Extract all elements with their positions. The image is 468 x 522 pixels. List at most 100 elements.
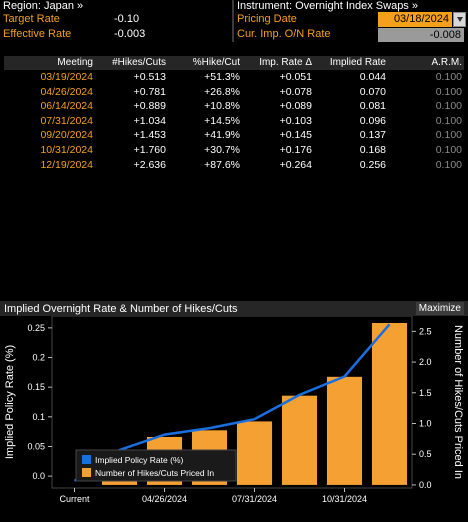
cur-imp-rate-field: -0.008 xyxy=(378,28,464,42)
bar xyxy=(281,395,318,485)
bar xyxy=(326,376,363,485)
cell-arm: 0.100 xyxy=(435,158,462,171)
y-tick-label-left: 0.15 xyxy=(27,382,45,392)
legend-label-rate: Implied Policy Rate (%) xyxy=(95,455,184,465)
cell-arm: 0.100 xyxy=(435,100,462,113)
table-row[interactable]: 06/14/2024 +0.889 +10.8% +0.089 0.081 0.100 xyxy=(4,99,464,114)
cell-pct-hike-cut: +10.8% xyxy=(204,100,240,113)
chart-title: Implied Overnight Rate & Number of Hikes… xyxy=(4,303,238,315)
cell-hikes-cuts: +0.889 xyxy=(133,100,166,113)
cell-meeting: 12/19/2024 xyxy=(40,158,93,171)
x-tick-label: 04/26/2024 xyxy=(142,494,187,504)
x-tick-label: Current xyxy=(59,494,90,504)
cell-implied-rate: 0.256 xyxy=(359,158,386,171)
table-row[interactable]: 07/31/2024 +1.034 +14.5% +0.103 0.096 0.100 xyxy=(4,114,464,129)
cell-imp-rate-delta: +0.089 xyxy=(279,100,312,113)
x-tick-label: 07/31/2024 xyxy=(232,494,277,504)
cell-meeting: 09/20/2024 xyxy=(40,129,93,142)
cell-implied-rate: 0.096 xyxy=(359,114,386,127)
cell-implied-rate: 0.137 xyxy=(359,129,386,142)
cell-arm: 0.100 xyxy=(435,71,462,83)
target-rate-label: Target Rate xyxy=(3,13,60,25)
table-header: Meeting #Hikes/Cuts %Hike/Cut Imp. Rate … xyxy=(4,56,464,70)
cell-meeting: 03/19/2024 xyxy=(40,71,93,83)
x-tick-label: 10/31/2024 xyxy=(322,494,367,504)
cell-hikes-cuts: +1.760 xyxy=(133,143,166,156)
cell-hikes-cuts: +0.513 xyxy=(133,71,166,83)
bar xyxy=(236,421,273,485)
col-pct-hike-cut[interactable]: %Hike/Cut xyxy=(192,57,240,68)
cell-pct-hike-cut: +87.6% xyxy=(204,158,240,171)
legend-label-hikes: Number of Hikes/Cuts Priced In xyxy=(95,468,214,478)
table-body: 03/19/2024 +0.513 +51.3% +0.051 0.044 0.100 04… xyxy=(4,70,464,172)
cell-meeting: 04/26/2024 xyxy=(40,85,93,98)
instrument-selector[interactable]: Instrument: Overnight Index Swaps » xyxy=(237,0,418,12)
cell-arm: 0.100 xyxy=(435,85,462,98)
y-axis-title-right: Number of Hikes/Cuts Priced In xyxy=(452,325,464,479)
cell-hikes-cuts: +2.636 xyxy=(133,158,166,171)
legend-swatch-hikes xyxy=(82,468,91,477)
implied-rate-line xyxy=(73,323,391,482)
y-tick-label-right: 0.0 xyxy=(419,480,432,490)
cell-imp-rate-delta: +0.103 xyxy=(279,114,312,127)
y-tick-label-left: 0.05 xyxy=(27,441,45,451)
table-row[interactable]: 09/20/2024 +1.453 +41.9% +0.145 0.137 0.100 xyxy=(4,128,464,143)
calendar-dropdown-icon[interactable] xyxy=(453,12,466,27)
y-tick-label-left: 0.2 xyxy=(32,353,45,363)
cell-arm: 0.100 xyxy=(435,114,462,127)
y-tick-label-left: 0.25 xyxy=(27,323,45,333)
legend-swatch-rate xyxy=(82,455,91,464)
col-arm[interactable]: A.R.M. xyxy=(431,57,462,68)
cell-pct-hike-cut: +30.7% xyxy=(204,143,240,156)
header-left-panel: Region: Japan » Target Rate -0.10 Effect… xyxy=(0,0,232,42)
implied-rate-chart: 0.25 0.2 0.15 0.1 0.05 0.0 2.5 2.0 1.5 1.0 0.5 0.0 C… xyxy=(4,316,464,504)
y-tick-label-right: 2.5 xyxy=(419,326,432,336)
cell-pct-hike-cut: +14.5% xyxy=(204,114,240,127)
y-tick-label-left: 0.1 xyxy=(32,412,45,422)
y-tick-label-right: 0.5 xyxy=(419,449,432,459)
cur-imp-rate-label: Cur. Imp. O/N Rate xyxy=(237,28,331,40)
y-axis-title-left: Implied Policy Rate (%) xyxy=(4,345,16,459)
cell-hikes-cuts: +0.781 xyxy=(133,85,166,98)
maximize-button[interactable]: Maximize xyxy=(415,302,464,315)
cell-implied-rate: 0.070 xyxy=(359,85,386,98)
cell-implied-rate: 0.168 xyxy=(359,143,386,156)
pricing-date-field[interactable]: 03/18/2024 xyxy=(378,12,452,27)
region-selector[interactable]: Region: Japan » xyxy=(3,0,84,12)
cell-pct-hike-cut: +41.9% xyxy=(204,129,240,142)
cell-meeting: 07/31/2024 xyxy=(40,114,93,127)
cell-imp-rate-delta: +0.176 xyxy=(279,143,312,156)
table-row[interactable]: 03/19/2024 +0.513 +51.3% +0.051 0.044 0.100 xyxy=(4,70,464,85)
y-tick-label-left: 0.0 xyxy=(32,471,45,481)
target-rate-value: -0.10 xyxy=(114,13,140,25)
y-tick-label-right: 1.5 xyxy=(419,388,432,398)
col-meeting[interactable]: Meeting xyxy=(57,57,93,68)
cell-pct-hike-cut: +26.8% xyxy=(204,85,240,98)
cell-meeting: 10/31/2024 xyxy=(40,143,93,156)
cell-meeting: 06/14/2024 xyxy=(40,100,93,113)
effective-rate-label: Effective Rate xyxy=(3,28,72,40)
col-hikes-cuts[interactable]: #Hikes/Cuts xyxy=(112,57,166,68)
cell-implied-rate: 0.081 xyxy=(359,100,386,113)
cell-pct-hike-cut: +51.3% xyxy=(204,71,240,83)
table-row[interactable]: 04/26/2024 +0.781 +26.8% +0.078 0.070 0.100 xyxy=(4,85,464,100)
cell-implied-rate: 0.044 xyxy=(359,71,386,83)
effective-rate-value: -0.003 xyxy=(114,28,146,40)
cell-arm: 0.100 xyxy=(435,129,462,142)
cell-imp-rate-delta: +0.051 xyxy=(279,71,312,83)
table-row[interactable]: 10/31/2024 +1.760 +30.7% +0.176 0.168 0.100 xyxy=(4,143,464,158)
cell-imp-rate-delta: +0.264 xyxy=(279,158,312,171)
pricing-date-label: Pricing Date xyxy=(237,13,297,25)
legend-box xyxy=(75,449,237,482)
cell-imp-rate-delta: +0.145 xyxy=(279,129,312,142)
cell-imp-rate-delta: +0.078 xyxy=(279,85,312,98)
col-implied-rate[interactable]: Implied Rate xyxy=(329,57,386,68)
cell-arm: 0.100 xyxy=(435,143,462,156)
table-row[interactable]: 12/19/2024 +2.636 +87.6% +0.264 0.256 0.100 xyxy=(4,158,464,173)
col-imp-rate-delta[interactable]: Imp. Rate Δ xyxy=(259,57,312,68)
bar xyxy=(371,323,408,485)
meetings-table: Meeting #Hikes/Cuts %Hike/Cut Imp. Rate … xyxy=(4,56,464,172)
cell-hikes-cuts: +1.034 xyxy=(133,114,166,127)
y-tick-label-right: 1.0 xyxy=(419,419,432,429)
chart-header: Implied Overnight Rate & Number of Hikes… xyxy=(0,301,468,316)
